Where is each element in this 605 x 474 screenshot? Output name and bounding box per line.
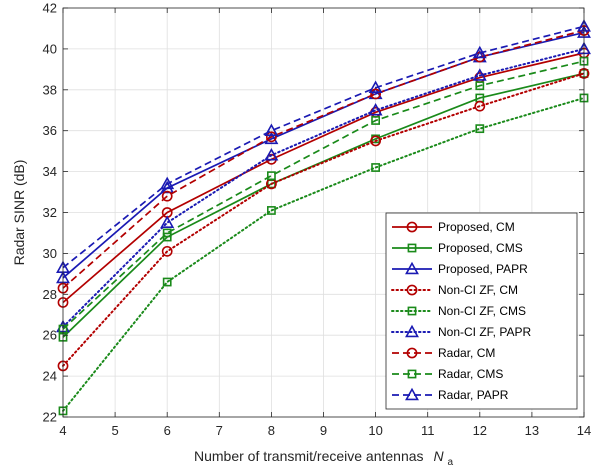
x-tick-label: 11 — [421, 423, 435, 438]
y-tick-label: 42 — [43, 1, 57, 16]
legend-item: Non-CI ZF, PAPR — [391, 324, 531, 339]
y-tick-label: 26 — [43, 328, 57, 343]
data-point-marker — [266, 171, 276, 181]
legend-swatch-marker — [406, 284, 418, 296]
data-point-marker — [368, 80, 383, 94]
legend-swatch-marker — [406, 221, 418, 233]
legend-swatch-marker — [407, 306, 417, 316]
data-point-marker — [162, 228, 172, 238]
y-tick-label: 38 — [43, 82, 57, 97]
data-point-marker — [475, 81, 485, 91]
legend-label: Radar, PAPR — [438, 388, 509, 402]
legend-label: Proposed, PAPR — [438, 262, 528, 276]
data-point-marker — [474, 100, 486, 112]
x-tick-label: 9 — [320, 423, 327, 438]
data-point-marker — [371, 163, 380, 172]
y-tick-label: 34 — [43, 164, 57, 179]
legend-item: Radar, CMS — [392, 367, 503, 381]
y-tick-label: 28 — [43, 287, 57, 302]
y-tick-label: 40 — [43, 41, 57, 56]
x-tick-label: 14 — [577, 423, 591, 438]
data-point-marker — [266, 206, 276, 215]
series-layer — [56, 19, 591, 416]
legend-item: Non-CI ZF, CM — [391, 283, 518, 297]
x-tick-label: 7 — [216, 423, 223, 438]
legend-item: Proposed, CMS — [392, 241, 523, 255]
y-tick-label: 30 — [43, 246, 57, 261]
x-axis-label-symbol: N — [433, 448, 444, 464]
data-point-marker — [370, 135, 381, 147]
series-line — [62, 25, 585, 269]
data-point-marker — [472, 45, 487, 59]
series-line — [62, 29, 585, 289]
series-line — [62, 52, 585, 304]
series-line — [62, 96, 585, 412]
legend-item: Non-CI ZF, CMS — [391, 304, 526, 318]
y-axis-label: Radar SINR (dB) — [11, 160, 27, 266]
y-tick-label: 32 — [43, 205, 57, 220]
legend: Proposed, CM Proposed, CMS Proposed, PAPR N… — [385, 212, 578, 410]
data-point-marker — [371, 116, 380, 125]
x-tick-label: 13 — [525, 423, 539, 438]
series-line — [62, 60, 585, 330]
legend-label: Proposed, CM — [438, 220, 515, 234]
x-tick-label: 4 — [59, 423, 66, 438]
data-point-marker — [160, 180, 175, 194]
x-axis-label-subscript: a — [447, 457, 453, 468]
legend-label: Radar, CM — [438, 346, 495, 360]
x-tick-label: 8 — [268, 423, 275, 438]
data-point-marker — [368, 103, 383, 116]
data-point-marker — [264, 147, 279, 161]
x-axis-label: Number of transmit/receive antennas N a — [194, 448, 453, 468]
x-tick-label: 12 — [473, 423, 487, 438]
legend-item: Radar, PAPR — [392, 387, 509, 402]
data-point-marker — [161, 245, 173, 257]
data-point-marker — [161, 190, 173, 202]
x-tick-label: 6 — [164, 423, 171, 438]
x-tick-label: 10 — [368, 423, 382, 438]
legend-swatch-marker — [407, 243, 417, 253]
data-point-marker — [160, 215, 175, 229]
x-axis-label-text: Number of transmit/receive antennas — [194, 448, 424, 464]
data-point-marker — [265, 131, 277, 143]
legend-item: Radar, CM — [392, 346, 495, 360]
x-tick-label: 5 — [111, 423, 118, 438]
data-point-marker — [160, 176, 175, 190]
axis-ticks: 4 5 6 7 8 9 10 11 12 13 14 22 24 26 28 30 32 34 36 38 40 42 — [43, 1, 592, 439]
data-point-marker — [264, 123, 279, 136]
series-line — [62, 72, 585, 338]
legend-label: Non-CI ZF, CMS — [438, 304, 526, 318]
data-point-marker — [162, 277, 172, 287]
data-point-marker — [370, 88, 381, 100]
legend-label: Proposed, CMS — [438, 241, 523, 255]
legend-swatch-marker — [405, 324, 419, 338]
legend-box — [385, 212, 578, 410]
series-non-ci-zf-papr — [56, 41, 591, 333]
legend-swatch-marker — [406, 347, 418, 359]
data-point-marker — [472, 68, 487, 81]
y-tick-label: 24 — [43, 369, 57, 384]
legend-item: Proposed, CM — [392, 220, 515, 234]
legend-label: Non-CI ZF, PAPR — [438, 325, 531, 339]
data-point-marker — [266, 179, 276, 189]
series-line — [62, 72, 585, 367]
legend-label: Radar, CMS — [438, 367, 503, 381]
legend-swatch-marker — [405, 261, 419, 275]
legend-swatch-marker — [407, 369, 417, 379]
data-point-marker — [475, 124, 485, 134]
legend-item: Proposed, PAPR — [392, 261, 528, 276]
y-tick-label: 36 — [43, 123, 57, 138]
series-line — [62, 47, 585, 329]
y-tick-label: 22 — [43, 410, 57, 425]
legend-label: Non-CI ZF, CM — [438, 283, 518, 297]
legend-swatch-marker — [405, 387, 419, 401]
